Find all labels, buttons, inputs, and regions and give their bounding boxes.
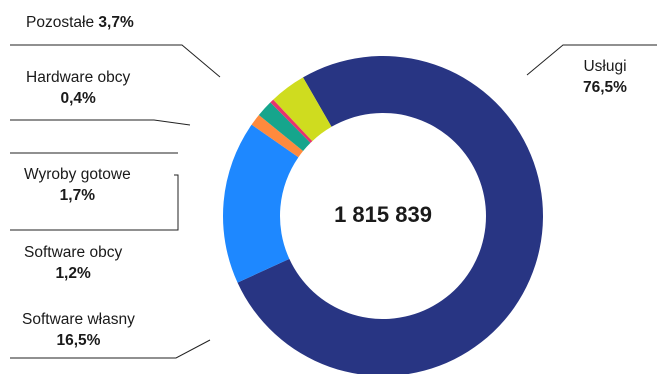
slice-software-obcy [251, 115, 304, 158]
label-hardware-obcy-name: Hardware obcy [26, 69, 131, 86]
leader-line-wyroby-bracket [10, 174, 179, 231]
label-pozostale-name: Pozostałe [26, 14, 95, 31]
leader-line-uslugi [526, 44, 657, 76]
center-total-value: 1 815 839 [334, 202, 432, 227]
leader-line-hardware [10, 119, 191, 126]
label-pozostale-value: 3,7% [98, 14, 134, 31]
label-software-wlasny-name: Software własny [22, 311, 135, 328]
label-wyroby-gotowe-value: 1,7% [59, 187, 96, 204]
label-uslugi-value: 76,5% [583, 79, 627, 96]
label-wyroby-gotowe-name: Wyroby gotowe [24, 166, 131, 183]
slice-uslugi [237, 56, 543, 374]
label-software-obcy: Software obcy 1,2% [24, 242, 122, 284]
label-wyroby-gotowe: Wyroby gotowe 1,7% [24, 164, 131, 206]
label-hardware-obcy: Hardware obcy 0,4% [26, 67, 130, 109]
label-software-wlasny: Software własny 16,5% [22, 309, 135, 351]
leader-line-pozostale [10, 44, 221, 78]
donut-slices [222, 56, 543, 374]
slice-software-wlasny [222, 124, 299, 283]
label-software-wlasny-value: 16,5% [56, 332, 101, 349]
label-hardware-obcy-value: 0,4% [60, 90, 96, 107]
leader-line-software-wlasny [10, 339, 211, 359]
label-software-obcy-value: 1,2% [55, 265, 91, 282]
slice-hardware-obcy [270, 99, 313, 143]
label-uslugi-name: Usługi [583, 58, 627, 75]
slice-pozostale [273, 77, 332, 142]
label-software-obcy-name: Software obcy [24, 244, 123, 261]
slice-wyroby-gotowe [258, 102, 311, 152]
label-pozostale: Pozostałe 3,7% [26, 12, 134, 33]
leader-lines [10, 44, 657, 359]
label-uslugi: Usługi 76,5% [583, 56, 627, 98]
